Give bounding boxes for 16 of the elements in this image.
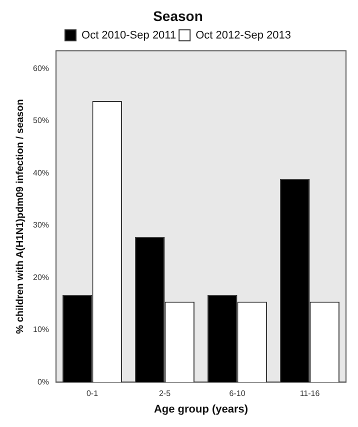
legend-label: Oct 2012-Sep 2013 [196, 29, 291, 42]
x-tick-label: 6-10 [229, 389, 246, 398]
y-tick-label: 20% [32, 272, 50, 282]
y-tick-label: 30% [32, 220, 50, 230]
x-tick-label: 2-5 [158, 389, 172, 398]
legend-label: Oct 2010-Sep 2011 [82, 29, 176, 42]
y-tick-label: 40% [32, 168, 50, 178]
x-tick-label: 0-1 [86, 389, 99, 398]
y-tick-label: 50% [32, 116, 50, 126]
y-tick-label: 60% [32, 64, 50, 73]
legend-title: Season [153, 8, 203, 24]
y-axis-title: % children with A(H1N1)pdm09 infection / season [14, 99, 26, 334]
y-tick-label: 0% [37, 377, 50, 386]
y-tick-label: 10% [32, 325, 50, 334]
x-axis-title: Age group (years) [154, 403, 248, 416]
x-tick-label: 11-16 [300, 389, 320, 398]
